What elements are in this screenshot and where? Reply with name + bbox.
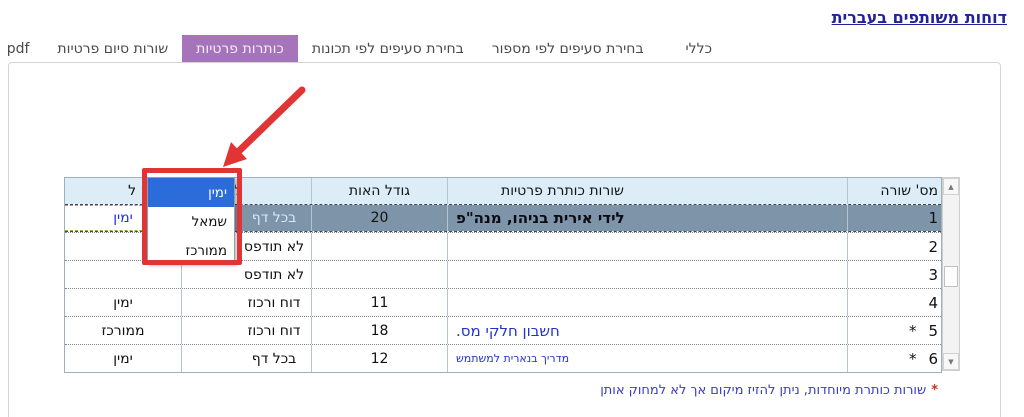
cell-aligned-to[interactable]: ממורכז [65,317,182,344]
cell-font-size[interactable]: 11 [312,289,448,316]
tab-private-footers[interactable]: שורות סיום פרטיות [57,40,169,57]
cell-content[interactable] [448,233,848,260]
footnote-star: * [931,383,938,398]
cell-print-in[interactable]: בכל דף [182,345,312,372]
row-number: 1 [928,209,938,227]
cell-content[interactable]: חשבון חלקי מס. [448,317,848,344]
tab-bar: כללי בחירת סעיפים לפי מספור בחירת סעיפים… [7,35,740,62]
alignment-dropdown: ימין שמאל ממורכז [147,177,235,264]
tab-sections-by-attributes[interactable]: בחירת סעיפים לפי תכונות [311,40,464,57]
row-number: 6 [928,349,938,368]
dropdown-option-right[interactable]: ימין [148,178,234,207]
cell-print-in[interactable]: דוח ורכוז [182,289,312,316]
cell-row-num[interactable]: 4 [848,289,941,316]
row-number: 5 [928,321,938,340]
footnote-text: שורות כותרת מיוחדות, ניתן להזיז מיקום אך… [600,383,927,398]
dropdown-option-left[interactable]: שמאל [191,213,227,230]
table-row[interactable]: * 6 מדריך בנארית למשתמש 12 בכל דף ימין [65,344,941,372]
cell-font-size[interactable] [312,233,448,260]
footnote: * שורות כותרת מיוחדות, ניתן להזיז מיקום … [600,383,938,398]
cell-font-size[interactable]: 18 [312,317,448,344]
headers-table: מס' שורה שורות כותרת פרטיות גודל האות לה… [64,177,942,373]
row-star: * [908,349,917,368]
tab-pdf[interactable]: pdf [6,40,30,57]
table-row[interactable]: 3 לא תודפס [65,260,941,288]
cell-aligned-to[interactable] [65,261,182,288]
page-title-link[interactable]: דוחות משותפים בעברית [831,8,1007,27]
cell-row-num[interactable]: * 6 [848,345,941,372]
cell-content[interactable]: לידי אירית בניהו, מנה"פ [448,205,848,231]
header-font-size: גודל האות [312,178,448,204]
table-row[interactable]: * 5 חשבון חלקי מס. 18 דוח ורכוז ממורכז [65,316,941,344]
cell-print-in[interactable]: לא תודפס [182,261,312,288]
cell-content[interactable] [448,261,848,288]
cell-row-num[interactable]: 2 [848,233,941,260]
cell-aligned-to[interactable]: ימין [65,289,182,316]
cell-row-num[interactable]: * 5 [848,317,941,344]
header-row-number: מס' שורה [848,178,941,204]
cell-row-num[interactable]: 3 [848,261,941,288]
cell-font-size[interactable]: 12 [312,345,448,372]
table-row[interactable]: 1 לידי אירית בניהו, מנה"פ 20 בכל דף ימין [65,204,941,232]
cell-font-size[interactable] [312,261,448,288]
cell-print-in[interactable]: לא תודפס [182,233,312,260]
cell-font-size[interactable]: 20 [312,205,448,231]
scroll-down-icon[interactable]: ▼ [943,353,959,370]
cell-content[interactable]: מדריך בנארית למשתמש [448,345,848,372]
header-header-rows: שורות כותרת פרטיות [448,178,848,204]
cell-print-in[interactable]: דוח ורכוז [182,317,312,344]
row-number: 4 [928,293,938,312]
tab-private-headers[interactable]: כותרות פרטיות [182,35,298,62]
scroll-up-icon[interactable]: ▲ [943,178,959,195]
cell-row-num[interactable]: 1 [848,205,941,231]
cell-content[interactable] [448,289,848,316]
row-star: * [908,321,917,340]
tab-general[interactable]: כללי [685,40,712,57]
scrollbar-thumb[interactable] [944,266,958,287]
row-number: 2 [928,237,938,256]
cell-aligned-to[interactable]: ימין [65,345,182,372]
dropdown-option-center[interactable]: ממורכז [185,242,227,259]
table-scrollbar[interactable]: ▲ ▼ [942,177,960,371]
table-row[interactable]: 4 11 דוח ורכוז ימין [65,288,941,316]
tab-sections-by-number[interactable]: בחירת סעיפים לפי מספור [491,40,644,57]
row-number: 3 [928,265,938,284]
